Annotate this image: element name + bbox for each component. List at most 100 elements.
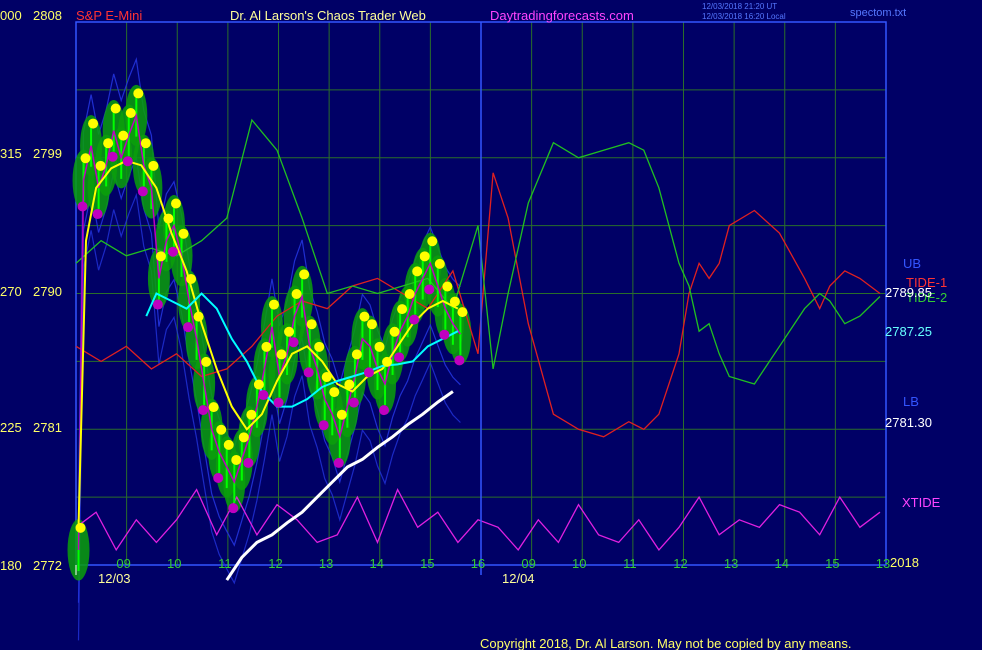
- x-axis-labels: 09 10 11 12 13 14 15 16 09 10 11 12 13 14 15 13: [116, 556, 890, 571]
- high-dot: [246, 409, 257, 420]
- high-dot: [253, 379, 264, 390]
- high-dot: [382, 356, 393, 367]
- x-tick-label: 15: [825, 556, 839, 571]
- x-tick-label: 13: [724, 556, 738, 571]
- high-dot: [103, 138, 114, 149]
- high-dot: [148, 160, 159, 171]
- date-label-1: 12/03: [98, 571, 131, 586]
- x-tick-label: 15: [420, 556, 434, 571]
- price-label-1: 2789.85: [885, 285, 932, 300]
- left-scale-label-top: 000: [0, 8, 22, 23]
- x-tick-label: 14: [775, 556, 789, 571]
- x-tick-label: 12: [673, 556, 687, 571]
- left-scale-label: 315: [0, 146, 22, 161]
- x-tick-label: 09: [116, 556, 130, 571]
- session-dividers: [75, 22, 482, 575]
- low-dot: [363, 367, 374, 378]
- price-bars: [77, 97, 462, 572]
- high-dot: [306, 319, 317, 330]
- high-dot: [163, 213, 174, 224]
- high-dot: [344, 379, 355, 390]
- high-dot: [359, 311, 370, 322]
- price-axis-label: 2799: [33, 146, 62, 161]
- high-dot: [133, 88, 144, 99]
- low-dot: [122, 156, 133, 167]
- spectrum-file-label: spectom.txt: [850, 7, 906, 19]
- high-dot: [329, 387, 340, 398]
- high-dot: [110, 103, 121, 114]
- symbol-label: S&P E-Mini: [76, 8, 142, 23]
- high-dot: [434, 258, 445, 269]
- x-tick-label: 12: [268, 556, 282, 571]
- high-dot: [351, 349, 362, 360]
- timestamp-local: 12/03/2018 16:20 Local: [702, 12, 786, 21]
- high-dot: [186, 273, 197, 284]
- high-dot: [299, 269, 310, 280]
- high-dot: [314, 341, 325, 352]
- high-dot: [284, 326, 295, 337]
- low-dot: [424, 284, 435, 295]
- low-dot: [379, 405, 390, 416]
- high-dot: [291, 289, 302, 300]
- high-dot: [125, 108, 136, 119]
- high-dot: [321, 371, 332, 382]
- low-dot: [198, 405, 209, 416]
- low-dot: [318, 420, 329, 431]
- high-dot: [140, 138, 151, 149]
- year-label: 2018: [890, 555, 919, 570]
- series-line: [225, 390, 454, 581]
- low-dot: [152, 299, 163, 310]
- low-dot: [273, 397, 284, 408]
- low-dot: [454, 355, 465, 366]
- low-dot: [303, 367, 314, 378]
- x-tick-label: 09: [521, 556, 535, 571]
- high-dot: [404, 289, 415, 300]
- high-dot: [419, 251, 430, 262]
- high-dot: [193, 311, 204, 322]
- high-dot: [118, 130, 129, 141]
- series-line: [145, 292, 459, 408]
- high-dot: [95, 160, 106, 171]
- low-dot: [107, 151, 118, 162]
- high-dot: [268, 299, 279, 310]
- low-dot: [258, 390, 269, 401]
- x-tick-label: 14: [370, 556, 384, 571]
- low-dot: [213, 472, 224, 483]
- high-dot: [231, 454, 242, 465]
- high-dot: [88, 118, 99, 129]
- high-dot: [442, 281, 453, 292]
- pivot-dots: [75, 88, 468, 533]
- low-dot: [183, 322, 194, 333]
- left-scale-label: 225: [0, 420, 22, 435]
- x-tick-label: 13: [876, 556, 890, 571]
- high-dot: [412, 266, 423, 277]
- lb-label: LB: [903, 394, 919, 409]
- high-dot: [449, 296, 460, 307]
- low-dot: [394, 352, 405, 363]
- series-line: [75, 118, 881, 385]
- copyright-notice: Copyright 2018, Dr. Al Larson. May not b…: [480, 636, 851, 650]
- left-scale-label: 180: [0, 558, 22, 573]
- high-dot: [208, 402, 219, 413]
- high-dot: [374, 341, 385, 352]
- high-dot: [457, 307, 468, 318]
- series-line: [75, 488, 881, 552]
- low-dot: [167, 246, 178, 257]
- high-dot: [389, 326, 400, 337]
- tide-2-label: TIDE-2: [906, 290, 947, 305]
- x-tick-label: 16: [471, 556, 485, 571]
- xtide-label: XTIDE: [902, 495, 941, 510]
- low-dot: [228, 503, 239, 514]
- high-dot: [397, 304, 408, 315]
- tide-lines: [75, 118, 881, 552]
- high-dot: [336, 409, 347, 420]
- site-link[interactable]: Daytradingforecasts.com: [490, 8, 634, 23]
- x-tick-label: 11: [218, 556, 232, 571]
- low-dot: [288, 337, 299, 348]
- low-dot: [348, 397, 359, 408]
- price-axis-label: 2772: [33, 558, 62, 573]
- high-dot: [276, 349, 287, 360]
- high-dot: [261, 341, 272, 352]
